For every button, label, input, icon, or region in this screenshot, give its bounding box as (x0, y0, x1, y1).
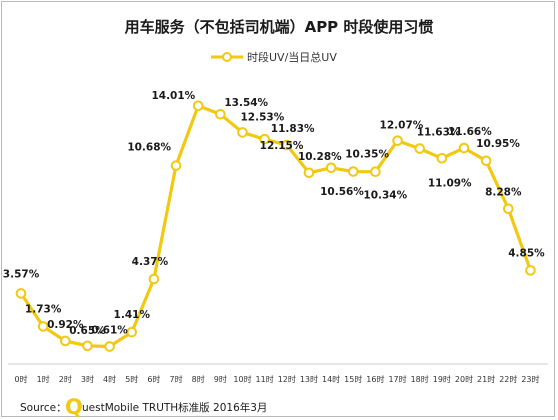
data-label: 11.09% (428, 177, 472, 189)
data-label: 13.54% (224, 97, 268, 109)
x-tick-label: 12时 (278, 374, 296, 384)
source-prefix: Source： (20, 402, 67, 414)
data-label: 3.57% (3, 268, 40, 280)
x-tick-label: 20时 (455, 374, 473, 384)
data-point (215, 108, 226, 120)
data-label: 1.73% (25, 303, 62, 315)
data-label: 12.53% (241, 111, 285, 123)
x-tick-label: 23时 (521, 374, 539, 384)
x-tick-label: 9时 (214, 374, 227, 384)
x-tick-label: 0时 (14, 374, 27, 384)
data-label: 0.92% (47, 319, 84, 331)
data-point (347, 166, 359, 177)
data-label: 10.56% (320, 186, 364, 198)
x-tick-label: 2时 (59, 374, 72, 384)
x-tick-label: 7时 (170, 374, 183, 384)
data-point (237, 127, 248, 138)
series-group (15, 100, 536, 352)
data-point (104, 341, 115, 352)
x-tick-label: 1时 (37, 374, 50, 384)
data-point (37, 321, 49, 332)
x-tick-label: 4时 (103, 374, 116, 384)
data-label: 10.68% (127, 142, 171, 154)
data-label: 8.28% (485, 187, 522, 199)
data-point (503, 203, 514, 215)
data-point (370, 166, 381, 178)
chart-title: 用车服务（不包括司机端）APP 时段使用习惯 (125, 18, 434, 36)
x-tick-label: 14时 (322, 374, 340, 384)
x-tick-label: 6时 (147, 374, 160, 384)
data-label: 12.07% (380, 120, 424, 132)
source-text: uestMobile TRUTH标准版 2016年3月 (82, 401, 267, 414)
data-label: 10.95% (476, 138, 520, 150)
data-label: 12.15% (260, 140, 304, 152)
data-point (480, 155, 492, 167)
legend-marker (222, 52, 232, 62)
x-tick-label: 17时 (388, 374, 406, 384)
data-label: 10.35% (345, 149, 389, 161)
data-point (60, 335, 71, 347)
data-label: 0.61% (91, 325, 128, 337)
data-point (126, 326, 138, 338)
data-label: 11.83% (271, 123, 315, 135)
data-point (259, 133, 270, 145)
data-label: 1.41% (114, 309, 151, 321)
data-point (436, 152, 448, 164)
x-tick-label: 18时 (411, 374, 429, 384)
x-tick-label: 5时 (125, 374, 138, 384)
data-point (148, 273, 160, 285)
data-point (525, 265, 536, 276)
data-point (192, 100, 204, 112)
data-label: 10.34% (363, 190, 407, 202)
x-tick-label: 22时 (499, 374, 517, 384)
x-tick-labels: 0时 1时 2时 3时 4时 5时 6时 7时 8时 9时 10时 11时 12时 13时 14时 15时 16… (14, 374, 539, 384)
x-tick-label: 15时 (344, 374, 362, 384)
data-labels: 3.57% 1.73% 0.92%0.65%0.61% 1.41% 4.37% 10.68… (3, 90, 545, 337)
data-point (15, 288, 27, 299)
x-tick-label: 19时 (433, 374, 451, 384)
data-label: 4.37% (132, 256, 169, 268)
data-point (303, 167, 315, 179)
data-label: 0.65% (69, 325, 106, 337)
data-point (82, 340, 93, 352)
source-q-logo: Q (65, 395, 83, 419)
x-tick-label: 10时 (233, 374, 251, 384)
data-label: 4.85% (508, 247, 545, 259)
data-point (325, 162, 337, 174)
data-point (458, 142, 470, 154)
x-tick-label: 21时 (477, 374, 495, 384)
data-point (414, 143, 426, 154)
x-tick-label: 11时 (256, 374, 274, 384)
data-label: 10.28% (298, 151, 342, 163)
data-label: 11.63% (417, 127, 461, 139)
x-tick-label: 8时 (192, 374, 205, 384)
x-tick-label: 13时 (300, 374, 318, 384)
x-tick-label: 16时 (366, 374, 384, 384)
data-label: 14.01% (151, 90, 195, 102)
data-label: 11.66% (448, 126, 492, 138)
data-point (281, 139, 293, 151)
x-tick-label: 3时 (81, 374, 94, 384)
data-point (392, 135, 403, 146)
data-point (170, 160, 182, 171)
legend-label: 时段UV/当日总UV (247, 50, 337, 64)
source-note: Source： Q uestMobile TRUTH标准版 2016年3月 (20, 395, 267, 419)
legend: 时段UV/当日总UV (211, 50, 337, 64)
